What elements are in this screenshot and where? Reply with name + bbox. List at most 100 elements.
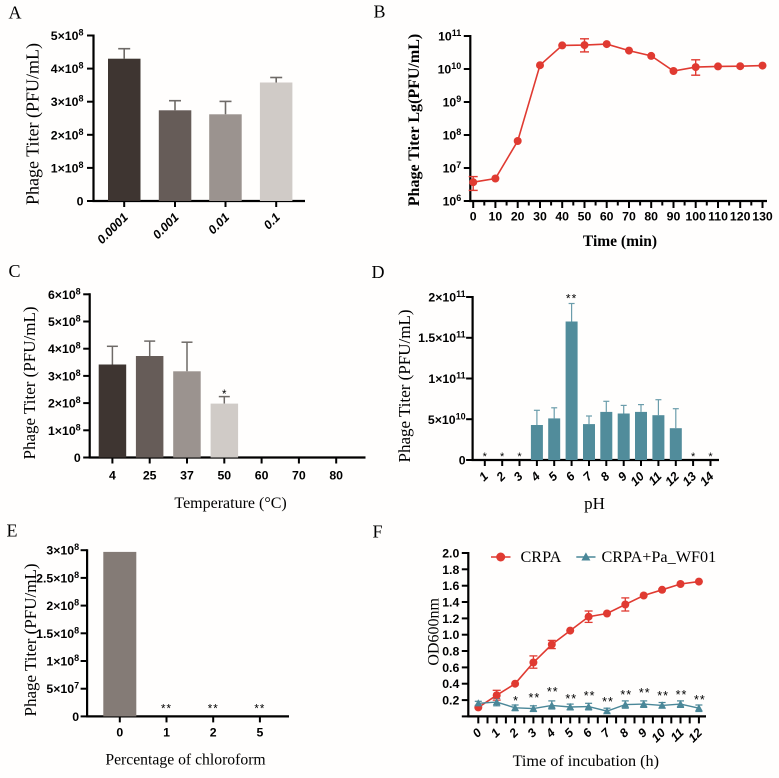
- svg-text:6: 6: [563, 469, 578, 484]
- svg-text:4: 4: [528, 469, 544, 485]
- svg-text:50: 50: [578, 210, 592, 224]
- svg-text:0: 0: [77, 195, 84, 209]
- svg-text:**: **: [657, 689, 669, 703]
- svg-text:1.4: 1.4: [442, 596, 459, 610]
- svg-text:**: **: [547, 685, 559, 699]
- svg-text:**: **: [566, 292, 577, 306]
- svg-text:10: 10: [489, 210, 503, 224]
- svg-text:108: 108: [443, 127, 462, 143]
- svg-text:5: 5: [546, 469, 561, 484]
- svg-text:3×108: 3×108: [51, 94, 84, 110]
- svg-text:0: 0: [74, 451, 81, 465]
- svg-text:0.6: 0.6: [442, 661, 459, 675]
- svg-text:0: 0: [470, 210, 477, 224]
- svg-text:60: 60: [255, 469, 269, 483]
- svg-text:2×108: 2×108: [51, 127, 84, 143]
- svg-text:CRPA: CRPA: [521, 548, 562, 566]
- svg-text:3×108: 3×108: [48, 368, 81, 384]
- svg-text:0: 0: [72, 710, 79, 724]
- svg-text:1.5×1011: 1.5×1011: [418, 330, 465, 346]
- svg-text:3×108: 3×108: [46, 542, 79, 558]
- svg-text:130: 130: [752, 210, 773, 224]
- svg-text:100: 100: [685, 210, 706, 224]
- svg-text:6×108: 6×108: [48, 286, 81, 302]
- svg-text:30: 30: [533, 210, 547, 224]
- svg-text:4×108: 4×108: [51, 61, 84, 77]
- svg-text:9: 9: [635, 726, 650, 741]
- svg-text:37: 37: [180, 469, 194, 483]
- svg-text:0.0001: 0.0001: [94, 210, 131, 247]
- svg-text:5×108: 5×108: [51, 28, 84, 44]
- svg-text:Phage Titer (PFU/mL): Phage Titer (PFU/mL): [20, 306, 39, 459]
- svg-text:A: A: [9, 3, 22, 23]
- svg-text:3: 3: [511, 469, 526, 484]
- svg-text:*: *: [500, 451, 505, 463]
- svg-text:1.0: 1.0: [442, 628, 459, 642]
- svg-text:E: E: [7, 521, 18, 541]
- svg-text:**: **: [584, 689, 596, 703]
- svg-text:109: 109: [443, 94, 462, 110]
- svg-text:0.1: 0.1: [261, 210, 283, 232]
- svg-text:Phage Titer Lg(PFU/mL): Phage Titer Lg(PFU/mL): [406, 34, 423, 206]
- svg-text:1: 1: [163, 725, 170, 739]
- svg-text:**: **: [529, 691, 541, 705]
- svg-text:7: 7: [598, 725, 614, 741]
- svg-text:0: 0: [116, 725, 123, 739]
- svg-text:1×1011: 1×1011: [428, 371, 465, 387]
- svg-text:2.0: 2.0: [442, 547, 459, 561]
- svg-text:0.2: 0.2: [442, 694, 459, 708]
- svg-text:1: 1: [476, 469, 491, 484]
- svg-text:Phage Titer (PFU/mL): Phage Titer (PFU/mL): [21, 563, 40, 716]
- svg-text:0.4: 0.4: [442, 677, 459, 691]
- svg-text:1.6: 1.6: [442, 579, 459, 593]
- svg-text:**: **: [676, 688, 688, 702]
- svg-text:5×108: 5×108: [48, 314, 81, 330]
- svg-text:C: C: [9, 261, 21, 281]
- svg-text:2×108: 2×108: [48, 395, 81, 411]
- svg-text:0.01: 0.01: [205, 210, 232, 237]
- svg-text:3: 3: [525, 726, 540, 741]
- svg-text:1×108: 1×108: [48, 422, 81, 438]
- svg-text:14: 14: [697, 469, 717, 489]
- svg-text:**: **: [161, 704, 172, 716]
- svg-text:40: 40: [555, 210, 569, 224]
- svg-text:Phage Titer (PFU/mL): Phage Titer (PFU/mL): [395, 309, 414, 462]
- svg-text:4: 4: [109, 469, 116, 483]
- svg-text:0: 0: [470, 726, 485, 741]
- svg-text:**: **: [694, 693, 706, 707]
- svg-text:**: **: [208, 704, 219, 716]
- svg-text:6: 6: [580, 726, 595, 741]
- svg-text:5: 5: [562, 726, 577, 741]
- svg-text:Temperature (°C): Temperature (°C): [174, 495, 286, 512]
- svg-text:*: *: [691, 451, 696, 463]
- svg-text:2: 2: [210, 725, 217, 739]
- svg-text:Time of incubation (h): Time of incubation (h): [513, 752, 659, 770]
- svg-text:8: 8: [598, 469, 613, 484]
- svg-text:60: 60: [600, 210, 614, 224]
- svg-text:90: 90: [667, 210, 681, 224]
- svg-text:*: *: [708, 451, 713, 463]
- svg-text:1: 1: [488, 726, 503, 741]
- svg-text:D: D: [372, 262, 385, 282]
- svg-text:1×108: 1×108: [46, 653, 79, 669]
- svg-text:2: 2: [506, 726, 522, 742]
- svg-text:pH: pH: [584, 494, 605, 513]
- svg-text:50: 50: [217, 469, 231, 483]
- svg-text:1.2: 1.2: [442, 612, 459, 626]
- svg-text:**: **: [602, 695, 614, 709]
- svg-text:80: 80: [329, 469, 343, 483]
- svg-text:25: 25: [143, 469, 157, 483]
- svg-text:2.5×108: 2.5×108: [36, 570, 79, 586]
- svg-text:10: 10: [649, 726, 669, 746]
- svg-text:F: F: [373, 522, 383, 542]
- svg-text:20: 20: [511, 210, 525, 224]
- svg-text:70: 70: [622, 210, 636, 224]
- svg-text:5×107: 5×107: [46, 681, 79, 697]
- svg-text:1010: 1010: [438, 61, 462, 77]
- svg-text:12: 12: [685, 726, 705, 746]
- svg-text:10: 10: [628, 469, 648, 489]
- svg-text:107: 107: [443, 160, 462, 176]
- svg-text:0.8: 0.8: [442, 645, 459, 659]
- svg-text:*: *: [517, 451, 522, 463]
- svg-text:11: 11: [668, 726, 687, 745]
